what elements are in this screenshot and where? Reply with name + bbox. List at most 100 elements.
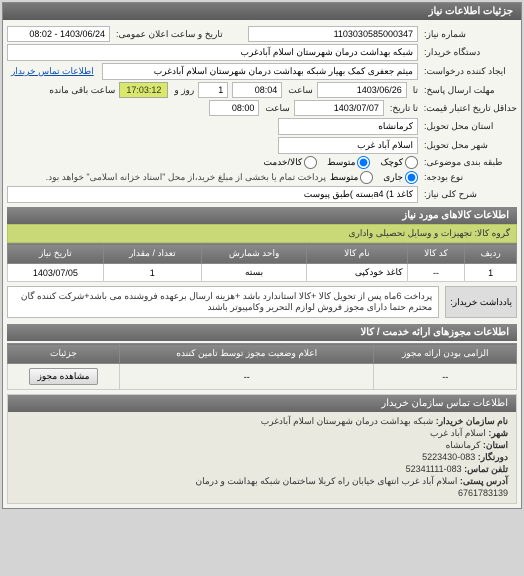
row-buyer: دستگاه خریدار: شبکه بهداشت درمان شهرستان… bbox=[7, 44, 517, 61]
validity-date: 1403/07/07 bbox=[294, 100, 384, 116]
contact-city: اسلام آباد غرب bbox=[430, 428, 486, 438]
row-desc: شرح کلی نیاز: کاغذ 1) a4بسته )طبق پیوست bbox=[7, 186, 517, 203]
radio-budget2-label[interactable]: متوسط bbox=[330, 171, 373, 184]
perm-col-3: جزئیات bbox=[8, 344, 120, 364]
need-details-panel: جزئیات اطلاعات نیاز شماره نیاز: 11030305… bbox=[2, 2, 522, 509]
package-radio-group: کوچک متوسط کالا/خدمت bbox=[264, 156, 418, 169]
province-label: استان محل تحویل: bbox=[422, 121, 517, 132]
radio-budget2[interactable] bbox=[360, 171, 373, 184]
req-no-value: 1103030585000347 bbox=[248, 26, 418, 42]
requester-label: ایجاد کننده درخواست: bbox=[422, 66, 517, 77]
cell-name: کاغذ خودکپی bbox=[307, 264, 407, 282]
view-permit-button[interactable]: مشاهده مجوز bbox=[29, 368, 99, 385]
countdown-label: ساعت باقی مانده bbox=[47, 85, 115, 96]
contact-fax-label: دورنگار: bbox=[478, 452, 508, 462]
contact-phone-label: تلفن تماس: bbox=[464, 464, 508, 474]
panel-title: جزئیات اطلاعات نیاز bbox=[3, 3, 521, 20]
row-province: استان محل تحویل: کرمانشاه bbox=[7, 118, 517, 135]
validity-time-label: ساعت bbox=[263, 103, 290, 114]
col-unit: واحد شمارش bbox=[201, 244, 306, 264]
row-requester: ایجاد کننده درخواست: میثم جعفری کمک بهیا… bbox=[7, 63, 517, 80]
radio-mid-label[interactable]: متوسط bbox=[327, 156, 370, 169]
radio-item-service[interactable] bbox=[304, 156, 317, 169]
days-remaining-label: روز و bbox=[172, 85, 194, 96]
radio-low-label[interactable]: کوچک bbox=[380, 156, 418, 169]
group-value: تجهیزات و وسایل تحصیلی واداری bbox=[349, 228, 472, 238]
col-idx: ردیف bbox=[465, 244, 517, 264]
buyer-label: دستگاه خریدار: bbox=[422, 47, 517, 58]
deadline-label: مهلت ارسال پاسخ: bbox=[422, 85, 517, 96]
radio-item-service-label[interactable]: کالا/خدمت bbox=[264, 156, 318, 169]
contact-addr: اسلام آباد غرب انتهای خیابان راه کربلا س… bbox=[195, 476, 457, 486]
validity-to: تا تاریخ: bbox=[388, 103, 418, 114]
contact-fax: 083-5223430 bbox=[422, 452, 475, 462]
perm-col-2: اعلام وضعیت مجوز توسط تامین کننده bbox=[119, 344, 374, 364]
radio-budget1[interactable] bbox=[405, 171, 418, 184]
perm-col-1: الزامی بودن ارائه مجوز bbox=[374, 344, 517, 364]
perm-row: -- -- مشاهده مجوز bbox=[8, 364, 517, 390]
cell-unit: بسته bbox=[201, 264, 306, 282]
goods-table: ردیف کد کالا نام کالا واحد شمارش تعداد /… bbox=[7, 243, 517, 282]
contact-phone: 083-52341111 bbox=[406, 464, 462, 474]
row-city: شهر محل تحویل: اسلام آباد غرب bbox=[7, 137, 517, 154]
perm-cell-3: مشاهده مجوز bbox=[8, 364, 120, 390]
col-code: کد کالا bbox=[407, 244, 465, 264]
perm-header: اطلاعات مجوزهای ارائه خدمت / کالا bbox=[7, 324, 517, 341]
budget-label: نوع بودجه: bbox=[422, 172, 517, 183]
contact-province-label: استان: bbox=[483, 440, 508, 450]
req-no-label: شماره نیاز: bbox=[422, 29, 517, 40]
province-value: کرمانشاه bbox=[278, 118, 418, 135]
cell-date: 1403/07/05 bbox=[8, 264, 104, 282]
days-remaining: 1 bbox=[198, 82, 228, 98]
budget-radio-group: جاری متوسط bbox=[330, 171, 418, 184]
contact-org-label: نام سازمان خریدار: bbox=[436, 416, 508, 426]
buyer-value: شبکه بهداشت درمان شهرستان اسلام آبادغرب bbox=[7, 44, 418, 61]
radio-low[interactable] bbox=[405, 156, 418, 169]
cell-code: -- bbox=[407, 264, 465, 282]
table-row: 1 -- کاغذ خودکپی بسته 1 1403/07/05 bbox=[8, 264, 517, 282]
validity-label: حداقل تاریخ اعتبار قیمت: bbox=[422, 103, 517, 114]
radio-mid[interactable] bbox=[357, 156, 370, 169]
desc-value: کاغذ 1) a4بسته )طبق پیوست bbox=[7, 186, 418, 203]
package-label: طبقه بندی موضوعی: bbox=[422, 157, 517, 168]
purchaser-note-text: پرداخت 6ماه پس از تحویل کالا +کالا استان… bbox=[7, 286, 439, 318]
city-label: شهر محل تحویل: bbox=[422, 140, 517, 151]
deadline-time-label: ساعت bbox=[286, 85, 313, 96]
contact-city-label: شهر: bbox=[488, 428, 508, 438]
city-value: اسلام آباد غرب bbox=[278, 137, 418, 154]
col-name: نام کالا bbox=[307, 244, 407, 264]
validity-time: 08:00 bbox=[209, 100, 259, 116]
desc-label: شرح کلی نیاز: bbox=[422, 189, 517, 200]
countdown-timer: 17:03:12 bbox=[119, 82, 168, 98]
contact-addr-label: آدرس پستی: bbox=[460, 476, 508, 486]
budget-note: پرداخت تمام یا بخشی از مبلغ خرید،از محل … bbox=[7, 172, 326, 183]
perm-table-header: الزامی بودن ارائه مجوز اعلام وضعیت مجوز … bbox=[8, 344, 517, 364]
panel-body: شماره نیاز: 1103030585000347 تاریخ و ساع… bbox=[3, 20, 521, 508]
contact-header: اطلاعات تماس سازمان خریدار bbox=[8, 395, 516, 412]
announce-label: تاریخ و ساعت اعلان عمومی: bbox=[114, 29, 244, 40]
col-date: تاریخ نیاز bbox=[8, 244, 104, 264]
perm-cell-2: -- bbox=[119, 364, 374, 390]
deadline-time: 08:04 bbox=[232, 82, 282, 98]
row-req-no: شماره نیاز: 1103030585000347 تاریخ و ساع… bbox=[7, 26, 517, 42]
requester-value: میثم جعفری کمک بهیار شبکه بهداشت درمان ش… bbox=[102, 63, 418, 80]
contact-block: اطلاعات تماس سازمان خریدار نام سازمان خر… bbox=[7, 394, 517, 504]
perm-table: الزامی بودن ارائه مجوز اعلام وضعیت مجوز … bbox=[7, 343, 517, 390]
contact-link[interactable]: اطلاعات تماس خریدار bbox=[7, 66, 98, 77]
goods-table-header: ردیف کد کالا نام کالا واحد شمارش تعداد /… bbox=[8, 244, 517, 264]
col-qty: تعداد / مقدار bbox=[103, 244, 201, 264]
radio-budget1-label[interactable]: جاری bbox=[383, 171, 418, 184]
row-budget: نوع بودجه: جاری متوسط پرداخت تمام یا بخش… bbox=[7, 171, 517, 184]
row-validity: حداقل تاریخ اعتبار قیمت: تا تاریخ: 1403/… bbox=[7, 100, 517, 116]
row-package: طبقه بندی موضوعی: کوچک متوسط کالا/خدمت bbox=[7, 156, 517, 169]
cell-qty: 1 bbox=[103, 264, 201, 282]
purchaser-note-block: یادداشت خریدار: پرداخت 6ماه پس از تحویل … bbox=[7, 286, 517, 318]
cell-idx: 1 bbox=[465, 264, 517, 282]
contact-post: 6761783139 bbox=[458, 488, 508, 498]
announce-value: 1403/06/24 - 08:02 bbox=[7, 26, 110, 42]
deadline-date: 1403/06/26 bbox=[317, 82, 407, 98]
contact-org: شبکه بهداشت درمان شهرستان اسلام آبادغرب bbox=[261, 416, 434, 426]
deadline-to: تا bbox=[411, 85, 418, 96]
goods-header: اطلاعات کالاهای مورد نیاز bbox=[7, 207, 517, 224]
row-deadline: مهلت ارسال پاسخ: تا 1403/06/26 ساعت 08:0… bbox=[7, 82, 517, 98]
